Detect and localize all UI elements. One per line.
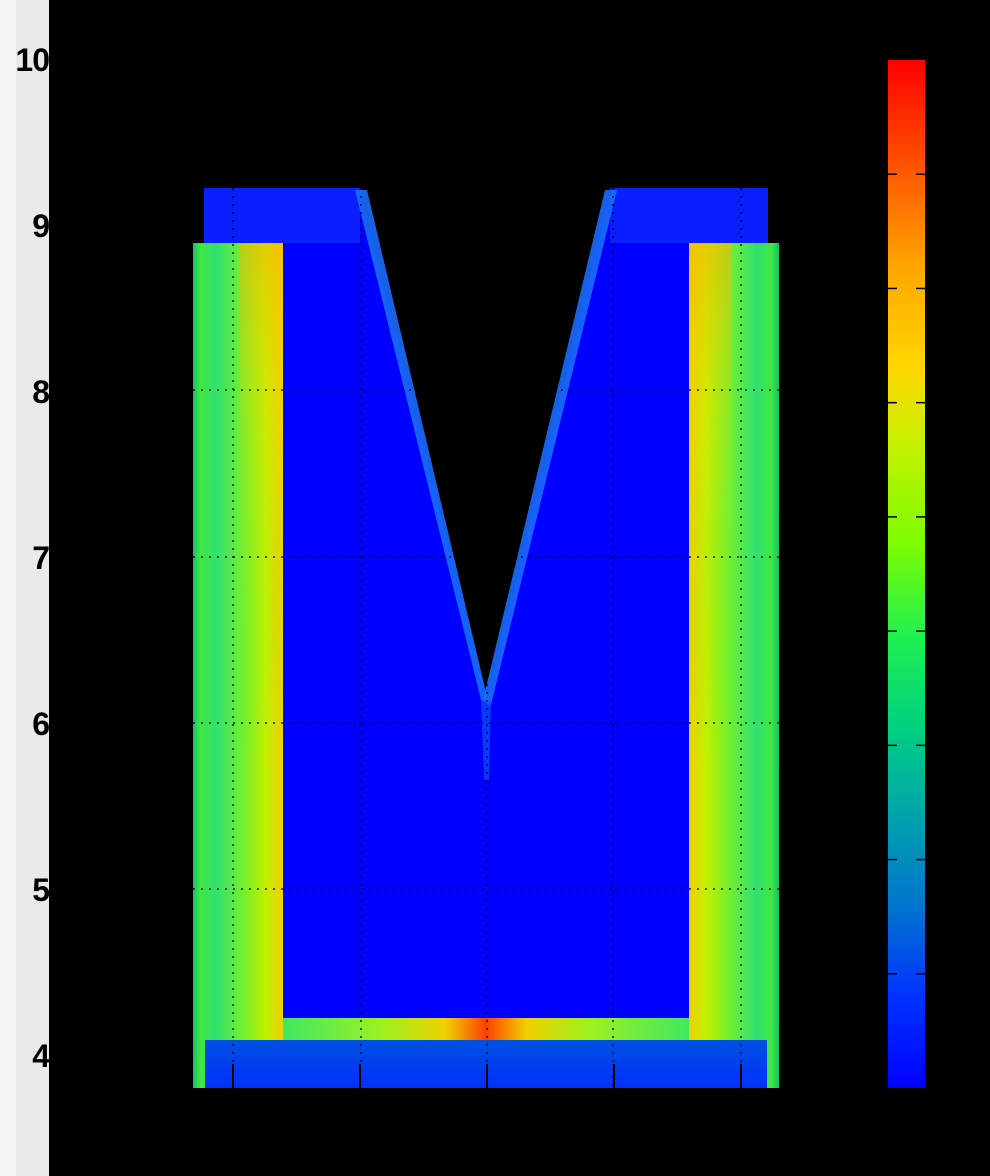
y-tick-label: 4 [32,1038,50,1074]
left-column-warm [240,243,283,763]
colorbar [888,60,925,1088]
y-tick-label: 10 [15,42,49,78]
y-axis-ticks: 10 9 8 7 6 5 4 [15,42,51,1074]
bottom-edge-band [283,1018,689,1042]
v-left-edge [355,190,489,705]
v-right-edge [483,190,617,705]
grid [193,188,779,1088]
y-tick-label: 8 [32,374,49,410]
heatmap-plot-area [193,188,779,1088]
x-ticks [232,1064,742,1088]
colorbar-gradient [888,60,925,1088]
y-tick-label: 7 [32,540,49,576]
left-top-cap [204,188,362,245]
y-tick-label: 9 [32,208,49,244]
right-column-warm [689,243,732,763]
inner-v-region [283,195,689,1022]
y-tick-label: 5 [32,872,49,908]
right-top-cap [610,188,768,245]
colorbar-ticks [888,173,925,975]
y-tick-label: 6 [32,706,49,742]
v-center-fade [481,700,491,780]
left-axis-strip [0,0,49,1176]
